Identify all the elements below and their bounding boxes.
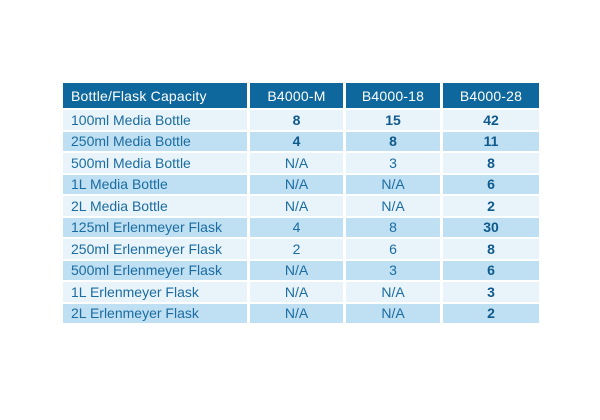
row-label: 250ml Media Bottle bbox=[63, 129, 247, 152]
table-row: 1L Erlenmeyer Flask N/A N/A 3 bbox=[63, 280, 539, 302]
table-row: 1L Media Bottle N/A N/A 6 bbox=[63, 172, 539, 195]
cell-b4000-18: 8 bbox=[343, 215, 440, 237]
row-label: 500ml Media Bottle bbox=[63, 151, 247, 173]
cell-b4000-18: 3 bbox=[343, 151, 440, 173]
cell-b4000-28: 2 bbox=[440, 301, 539, 323]
column-header-b4000-m: B4000-M bbox=[247, 83, 343, 108]
row-label: 1L Media Bottle bbox=[63, 172, 247, 195]
column-header-b4000-18: B4000-18 bbox=[343, 83, 440, 108]
row-label: 250ml Erlenmeyer Flask bbox=[63, 237, 247, 259]
cell-b4000-18: 8 bbox=[343, 129, 440, 151]
cell-b4000-28: 6 bbox=[440, 258, 539, 280]
cell-b4000-m: 4 bbox=[247, 215, 343, 237]
cell-b4000-28: 8 bbox=[440, 151, 539, 173]
cell-b4000-m: N/A bbox=[247, 301, 343, 323]
cell-b4000-28: 3 bbox=[440, 280, 539, 302]
row-label: 1L Erlenmeyer Flask bbox=[63, 280, 247, 302]
capacity-spec-table: Bottle/Flask Capacity B4000-M B4000-18 B… bbox=[63, 83, 539, 323]
cell-b4000-m: N/A bbox=[247, 258, 343, 280]
table-row: 2L Erlenmeyer Flask N/A N/A 2 bbox=[63, 301, 539, 324]
cell-b4000-28: 11 bbox=[440, 129, 539, 151]
table-row: 250ml Erlenmeyer Flask 2 6 8 bbox=[63, 237, 539, 259]
row-label: 100ml Media Bottle bbox=[63, 108, 247, 130]
cell-b4000-18: N/A bbox=[343, 172, 440, 194]
row-label: 500ml Erlenmeyer Flask bbox=[63, 258, 247, 281]
table-row: 100ml Media Bottle 8 15 42 bbox=[63, 108, 539, 130]
table-row: 500ml Media Bottle N/A 3 8 bbox=[63, 151, 539, 173]
cell-b4000-18: N/A bbox=[343, 301, 440, 323]
cell-b4000-m: N/A bbox=[247, 280, 343, 302]
column-header-capacity: Bottle/Flask Capacity bbox=[63, 83, 247, 108]
cell-b4000-18: 15 bbox=[343, 108, 440, 130]
cell-b4000-28: 30 bbox=[440, 215, 539, 237]
table-row: 2L Media Bottle N/A N/A 2 bbox=[63, 194, 539, 216]
table-row: 500ml Erlenmeyer Flask N/A 3 6 bbox=[63, 258, 539, 281]
cell-b4000-m: 2 bbox=[247, 237, 343, 259]
cell-b4000-18: 6 bbox=[343, 237, 440, 259]
cell-b4000-28: 6 bbox=[440, 172, 539, 194]
cell-b4000-m: N/A bbox=[247, 151, 343, 173]
cell-b4000-18: N/A bbox=[343, 280, 440, 302]
column-header-b4000-28: B4000-28 bbox=[440, 83, 539, 108]
row-label: 2L Erlenmeyer Flask bbox=[63, 301, 247, 324]
cell-b4000-18: N/A bbox=[343, 194, 440, 216]
cell-b4000-m: N/A bbox=[247, 172, 343, 194]
table-row: 125ml Erlenmeyer Flask 4 8 30 bbox=[63, 215, 539, 238]
cell-b4000-28: 8 bbox=[440, 237, 539, 259]
table-row: 250ml Media Bottle 4 8 11 bbox=[63, 129, 539, 152]
cell-b4000-m: 8 bbox=[247, 108, 343, 130]
row-label: 2L Media Bottle bbox=[63, 194, 247, 216]
cell-b4000-28: 2 bbox=[440, 194, 539, 216]
cell-b4000-28: 42 bbox=[440, 108, 539, 130]
cell-b4000-m: 4 bbox=[247, 129, 343, 151]
cell-b4000-18: 3 bbox=[343, 258, 440, 280]
header-row: Bottle/Flask Capacity B4000-M B4000-18 B… bbox=[63, 83, 539, 108]
row-label: 125ml Erlenmeyer Flask bbox=[63, 215, 247, 238]
cell-b4000-m: N/A bbox=[247, 194, 343, 216]
